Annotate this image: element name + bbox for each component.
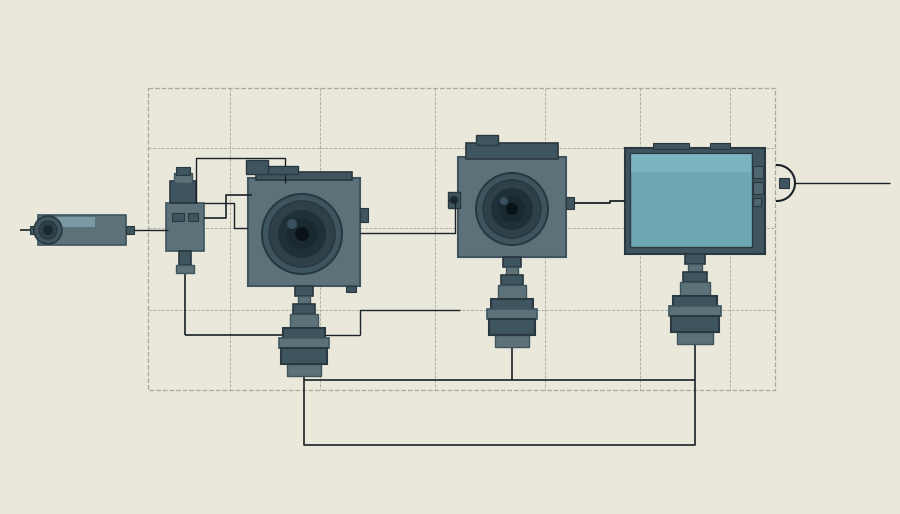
- Bar: [501, 275, 523, 285]
- Bar: [710, 143, 730, 149]
- Bar: [458, 157, 566, 257]
- Bar: [685, 254, 705, 264]
- Bar: [753, 182, 763, 194]
- Bar: [256, 172, 352, 180]
- Bar: [498, 285, 526, 299]
- Bar: [631, 154, 751, 172]
- Bar: [683, 272, 707, 282]
- Bar: [448, 192, 460, 208]
- Circle shape: [500, 197, 508, 205]
- Bar: [688, 264, 702, 272]
- Circle shape: [262, 194, 342, 274]
- Bar: [188, 213, 198, 221]
- Circle shape: [295, 227, 309, 241]
- Circle shape: [483, 180, 541, 238]
- Circle shape: [269, 201, 335, 267]
- Bar: [753, 166, 763, 178]
- Bar: [126, 226, 134, 234]
- Circle shape: [287, 219, 297, 229]
- Bar: [248, 178, 360, 286]
- Bar: [630, 153, 752, 247]
- Bar: [673, 296, 717, 308]
- Bar: [176, 265, 194, 273]
- Bar: [466, 143, 558, 159]
- Bar: [671, 316, 719, 332]
- Circle shape: [287, 219, 317, 249]
- Bar: [669, 306, 721, 316]
- Bar: [38, 215, 126, 245]
- Bar: [653, 143, 689, 149]
- Bar: [48, 215, 54, 245]
- Bar: [293, 304, 315, 314]
- Bar: [495, 335, 529, 347]
- Bar: [753, 198, 761, 206]
- Circle shape: [34, 216, 62, 244]
- Bar: [170, 181, 196, 203]
- Circle shape: [476, 173, 548, 245]
- Circle shape: [39, 221, 57, 239]
- Bar: [476, 135, 498, 145]
- Bar: [295, 286, 313, 296]
- Bar: [172, 213, 184, 221]
- Bar: [174, 173, 192, 183]
- Bar: [50, 217, 95, 227]
- Bar: [298, 296, 310, 304]
- Bar: [283, 328, 325, 340]
- Circle shape: [43, 225, 53, 235]
- Bar: [360, 208, 368, 222]
- Bar: [30, 226, 39, 234]
- Bar: [281, 348, 327, 364]
- Bar: [246, 160, 268, 174]
- Bar: [503, 257, 521, 267]
- Bar: [268, 166, 298, 174]
- Bar: [487, 309, 537, 319]
- Circle shape: [450, 196, 458, 204]
- Bar: [166, 203, 204, 251]
- Bar: [506, 267, 518, 275]
- Circle shape: [491, 188, 533, 230]
- Bar: [779, 178, 789, 188]
- Circle shape: [499, 196, 525, 222]
- Bar: [677, 332, 713, 344]
- Bar: [625, 148, 765, 254]
- Bar: [287, 364, 321, 376]
- Bar: [290, 314, 318, 328]
- Bar: [176, 167, 190, 175]
- Bar: [566, 197, 574, 209]
- Bar: [489, 319, 535, 335]
- Bar: [179, 251, 191, 265]
- Circle shape: [278, 210, 326, 258]
- Bar: [491, 299, 533, 311]
- Bar: [346, 286, 356, 292]
- Circle shape: [506, 203, 518, 215]
- Bar: [279, 338, 329, 348]
- Bar: [680, 282, 710, 296]
